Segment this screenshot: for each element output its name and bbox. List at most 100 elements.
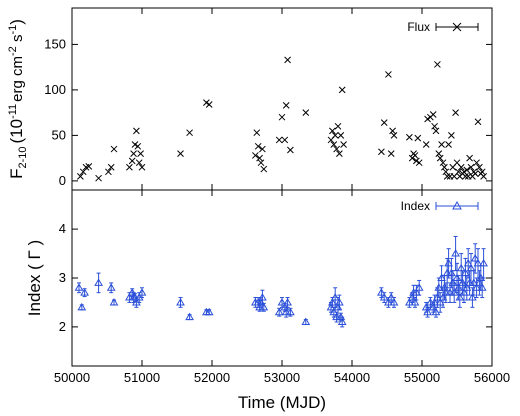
- flux-point: [79, 168, 87, 176]
- flux-point: [95, 174, 102, 182]
- legend-marker-flux: [452, 22, 462, 32]
- x-tick-label: 51000: [124, 370, 160, 385]
- flux-point: [434, 61, 441, 68]
- flux-point: [441, 163, 448, 171]
- flux-point: [133, 127, 140, 135]
- flux-point: [340, 141, 347, 148]
- index-point: [106, 282, 116, 294]
- flux-point: [389, 127, 396, 135]
- flux-point: [135, 159, 143, 167]
- index-point: [77, 302, 87, 311]
- flux-point: [480, 172, 487, 180]
- flux-point: [137, 150, 144, 157]
- flux-point: [278, 113, 286, 121]
- flux-point: [439, 159, 447, 167]
- flux-point: [443, 172, 451, 180]
- flux-point: [252, 152, 259, 159]
- index-point: [445, 282, 455, 303]
- flux-point: [385, 71, 392, 78]
- flux-point: [130, 150, 137, 157]
- index-point: [451, 235, 460, 272]
- flux-point: [411, 152, 419, 159]
- flux-point: [438, 141, 445, 148]
- top-y-axis: 0 50 100 150: [44, 36, 492, 188]
- x-tick-label: 52000: [194, 370, 230, 385]
- flux-point: [467, 163, 475, 171]
- flux-point: [257, 159, 265, 167]
- flux-point: [457, 163, 465, 171]
- x-axis: 50000 51000 52000 53000 54000 55000 56000: [54, 8, 510, 385]
- flux-point: [275, 136, 283, 144]
- flux-point: [282, 102, 290, 109]
- flux-point: [281, 136, 289, 144]
- flux-point: [448, 132, 455, 139]
- flux-point: [429, 111, 437, 118]
- flux-point: [474, 118, 482, 126]
- flux-point: [338, 86, 346, 94]
- flux-point: [177, 150, 184, 157]
- flux-point: [334, 122, 342, 130]
- flux-point: [329, 127, 336, 135]
- flux-point: [452, 109, 459, 117]
- x-tick-label: 56000: [474, 370, 510, 385]
- index-point: [473, 248, 483, 279]
- top-y-tick-label: 150: [44, 36, 66, 51]
- top-legend: Flux: [407, 20, 479, 34]
- index-point: [259, 302, 269, 312]
- legend-label-index: Index: [401, 199, 430, 213]
- flux-point: [462, 172, 469, 180]
- index-series: [74, 235, 488, 328]
- flux-point: [431, 122, 438, 130]
- index-point: [137, 287, 147, 299]
- x-axis-title: Time (MJD): [238, 393, 326, 412]
- flux-point: [455, 168, 462, 176]
- flux-point: [126, 163, 133, 171]
- flux-point: [432, 127, 440, 135]
- flux-point: [105, 168, 112, 176]
- x-tick-label: 54000: [334, 370, 370, 385]
- flux-point: [415, 159, 423, 167]
- flux-point: [134, 142, 142, 150]
- bottom-legend: Index: [401, 199, 479, 213]
- flux-point: [284, 56, 291, 64]
- bottom-y-tick-label: 2: [59, 319, 66, 334]
- flux-point: [253, 129, 261, 137]
- index-point: [277, 297, 287, 308]
- flux-point: [473, 159, 480, 167]
- index-point: [274, 307, 284, 317]
- flux-point: [331, 132, 339, 139]
- flux-point: [478, 168, 486, 176]
- top-panel-frame: [71, 7, 493, 191]
- flux-point: [387, 150, 395, 157]
- index-point: [479, 248, 488, 279]
- flux-point: [254, 142, 262, 150]
- index-point: [185, 312, 194, 321]
- flux-point: [186, 129, 193, 137]
- index-point: [74, 282, 84, 294]
- flux-point: [337, 132, 345, 139]
- flux-point: [476, 163, 483, 171]
- flux-point: [107, 163, 115, 171]
- flux-point: [380, 119, 388, 127]
- flux-point: [445, 141, 452, 148]
- flux-point: [77, 172, 84, 180]
- flux-point: [302, 109, 310, 117]
- flux-point: [435, 150, 443, 157]
- flux-point: [436, 154, 444, 162]
- index-point: [301, 317, 311, 325]
- flux-point: [378, 148, 385, 156]
- index-point: [435, 292, 445, 313]
- x-tick-label: 50000: [54, 370, 90, 385]
- flux-point: [330, 141, 338, 148]
- index-point: [389, 297, 399, 308]
- flux-point: [466, 154, 473, 162]
- index-point: [80, 288, 89, 298]
- index-point: [470, 243, 480, 274]
- index-point: [286, 307, 295, 317]
- flux-point: [390, 132, 398, 139]
- flux-point: [110, 145, 118, 153]
- index-point: [412, 284, 421, 301]
- bottom-y-axis: 2 3 4: [59, 221, 492, 334]
- flux-point: [287, 146, 294, 154]
